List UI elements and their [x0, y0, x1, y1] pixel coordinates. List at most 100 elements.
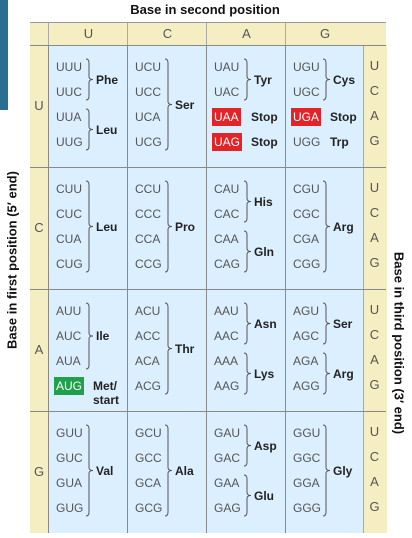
codon-label: CAG — [214, 257, 241, 271]
amino-acid-label: Pro — [175, 219, 196, 234]
brace-icon — [164, 302, 173, 395]
first-base-label: A — [34, 342, 44, 357]
third-base-label: G — [369, 499, 380, 514]
codon-label: GAC — [214, 451, 241, 465]
codon-label: AAU — [214, 304, 239, 318]
amino-acid-label: Cys — [333, 72, 356, 87]
third-base-label: A — [370, 352, 379, 367]
second-base-header: C — [127, 23, 207, 45]
brace-icon — [164, 180, 173, 273]
codon-cell: ACU ACC ACA ACG Thr — [127, 289, 206, 411]
codon-label: UGC — [293, 85, 320, 99]
third-base-label: G — [369, 133, 380, 148]
third-base-label: U — [369, 302, 380, 317]
codon-label: GGA — [293, 476, 320, 490]
brace-icon — [322, 352, 331, 395]
amino-acid-label: Lys — [254, 366, 275, 381]
codon-label: CCC — [135, 207, 161, 221]
codon-label: ACC — [135, 329, 161, 343]
third-base-label: A — [370, 108, 379, 123]
codon-cell: GCU GCC GCA GCG Ala — [127, 411, 206, 533]
codon-cell: CCU CCC CCA CCG Pro — [127, 167, 206, 289]
amino-acid-label-line: Met/ — [93, 379, 117, 393]
brace-icon — [322, 424, 331, 517]
amino-acid-label: Leu — [96, 219, 118, 234]
brace-icon — [85, 108, 94, 151]
codon-label: AGG — [293, 379, 320, 393]
third-base-label: C — [369, 449, 380, 464]
codon-label: CGC — [293, 207, 320, 221]
codon-label: UCA — [135, 110, 161, 124]
codon-label: UGA — [291, 108, 322, 126]
codon-label: ACA — [135, 354, 160, 368]
codon-label: AGU — [293, 304, 320, 318]
codon-label: UCC — [135, 85, 161, 99]
codon-label: AAG — [214, 379, 240, 393]
codon-label: UCG — [135, 135, 162, 149]
second-position-title: Base in second position — [130, 2, 280, 17]
second-base-header: U — [48, 23, 128, 45]
codon-label: UAG — [212, 133, 243, 151]
codon-label: ACU — [135, 304, 161, 318]
codon-label: GCA — [135, 476, 162, 490]
codon-label: AUA — [56, 354, 81, 368]
codon-label: AUU — [56, 304, 82, 318]
third-base-label: C — [369, 205, 380, 220]
codon-cell: AUU AUC AUA AUG Ile Met/start — [48, 289, 127, 411]
amino-acid-label-line: start — [93, 393, 120, 407]
codon-label: AGA — [293, 354, 319, 368]
codon-label: UUA — [56, 110, 82, 124]
codon-cell: GUU GUC GUA GUG Val — [48, 411, 127, 533]
brace-icon — [243, 230, 252, 273]
codon-cell: CAU CAC CAA CAG His Gln — [206, 167, 285, 289]
third-position-title: Base in third position (3′ end) — [391, 251, 407, 435]
amino-acid-label: Ser — [333, 316, 353, 331]
codon-label: AAA — [214, 354, 239, 368]
brace-icon — [243, 424, 252, 467]
codon-label: GUG — [56, 501, 84, 515]
brace-icon — [322, 180, 331, 273]
amino-acid-label: Gly — [333, 463, 353, 478]
codon-label: AGC — [293, 329, 320, 343]
codon-label: GCC — [135, 451, 162, 465]
codon-label: CGU — [293, 182, 320, 196]
codon-label: GCG — [135, 501, 163, 515]
codon-cell: CUU CUC CUA CUG Leu — [48, 167, 127, 289]
amino-acid-label: Trp — [330, 135, 349, 149]
amino-acid-label: Asp — [254, 438, 277, 453]
brace-icon — [243, 58, 252, 101]
codon-label: CAU — [214, 182, 240, 196]
codon-label: CUC — [56, 207, 82, 221]
codon-label: UUG — [56, 135, 83, 149]
amino-acid-label: Ser — [175, 97, 195, 112]
brace-icon — [164, 424, 173, 517]
third-base-label: U — [369, 424, 380, 439]
codon-label: AUC — [56, 329, 82, 343]
codon-label: UAU — [214, 60, 240, 74]
brace-icon — [322, 302, 331, 345]
codon-label: GAA — [214, 476, 240, 490]
second-base-header: A — [206, 23, 286, 45]
codon-label: UUU — [56, 60, 82, 74]
amino-acid-label: Tyr — [254, 72, 272, 87]
codon-cell: UCU UCC UCA UCG Ser — [127, 45, 206, 167]
codon-label: AAC — [214, 329, 239, 343]
first-base-label: G — [33, 464, 45, 479]
first-position-title: Base in first position (5′ end) — [4, 171, 20, 349]
codon-label: GUA — [56, 476, 83, 490]
codon-label: GAU — [214, 426, 241, 440]
codon-label: GGG — [293, 501, 322, 515]
amino-acid-label: Phe — [96, 72, 119, 87]
codon-cell: GGU GGC GGA GGG Gly — [285, 411, 363, 533]
codon-label: CCU — [135, 182, 161, 196]
second-base-header: G — [285, 23, 364, 45]
first-base-label: C — [34, 220, 44, 235]
codon-label: CUG — [56, 257, 83, 271]
brace-icon — [85, 424, 94, 517]
codon-label: AUG — [54, 377, 85, 395]
codon-cell: UUU UUC UUA UUG Phe Leu — [48, 45, 127, 167]
first-base-label: U — [34, 98, 44, 113]
amino-acid-label: Met/start — [93, 379, 119, 407]
codon-label: ACG — [135, 379, 162, 393]
amino-acid-label: Stop — [251, 110, 278, 124]
